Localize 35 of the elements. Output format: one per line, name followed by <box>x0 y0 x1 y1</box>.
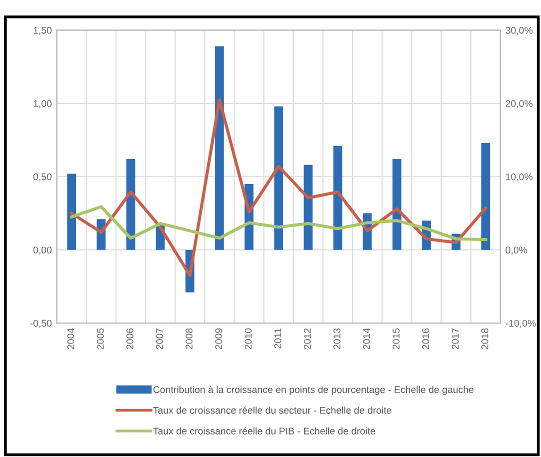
y-tick-label: 0,50 <box>33 173 52 182</box>
x-tick-label: 2014 <box>363 328 370 350</box>
x-tick-label: 2016 <box>422 328 430 350</box>
x-tick-label: 2015 <box>392 328 400 350</box>
x-tick-label: 2017 <box>452 328 459 350</box>
x-tick-label: 2008 <box>186 328 192 350</box>
x-tick-label: 2012 <box>304 328 311 350</box>
bar <box>67 174 76 250</box>
y-tick-label: 0,00 <box>33 246 52 255</box>
x-tick-label: 2005 <box>96 328 104 350</box>
legend-label: Contribution à la croissance en points de pourcentage - Echelle de gauche <box>153 386 474 395</box>
x-tick-label: 2011 <box>274 328 282 348</box>
x-tick-label: 2004 <box>67 328 74 350</box>
line-series <box>70 205 488 242</box>
y2-tick-label: 30,0% <box>506 26 533 35</box>
x-tick-label: 2018 <box>481 328 488 350</box>
y2-tick-label: -10,0% <box>506 320 536 328</box>
bar <box>481 142 490 250</box>
bar <box>274 106 284 250</box>
x-tick-label: 2009 <box>215 328 222 350</box>
line-series <box>70 98 488 278</box>
y-tick-label: -0,50 <box>30 320 52 328</box>
x-tick-label: 2007 <box>156 328 163 350</box>
x-tick-label: 2013 <box>333 328 340 350</box>
bar <box>215 46 224 250</box>
x-tick-label: 2010 <box>244 328 252 350</box>
y2-tick-label: 10,0% <box>506 173 533 182</box>
y2-tick-label: 20,0% <box>506 100 533 108</box>
legend-label: Taux de croissance réelle du PIB - Echelle de droite <box>153 427 376 434</box>
y2-tick-label: 0,0% <box>506 246 528 255</box>
legend-label: Taux de croissance réelle du secteur - Echelle de droite <box>153 406 392 414</box>
bar <box>392 159 402 250</box>
y-tick-label: 1,00 <box>34 100 52 108</box>
y-tick-label: 1,50 <box>34 26 52 35</box>
x-tick-label: 2006 <box>126 328 134 350</box>
